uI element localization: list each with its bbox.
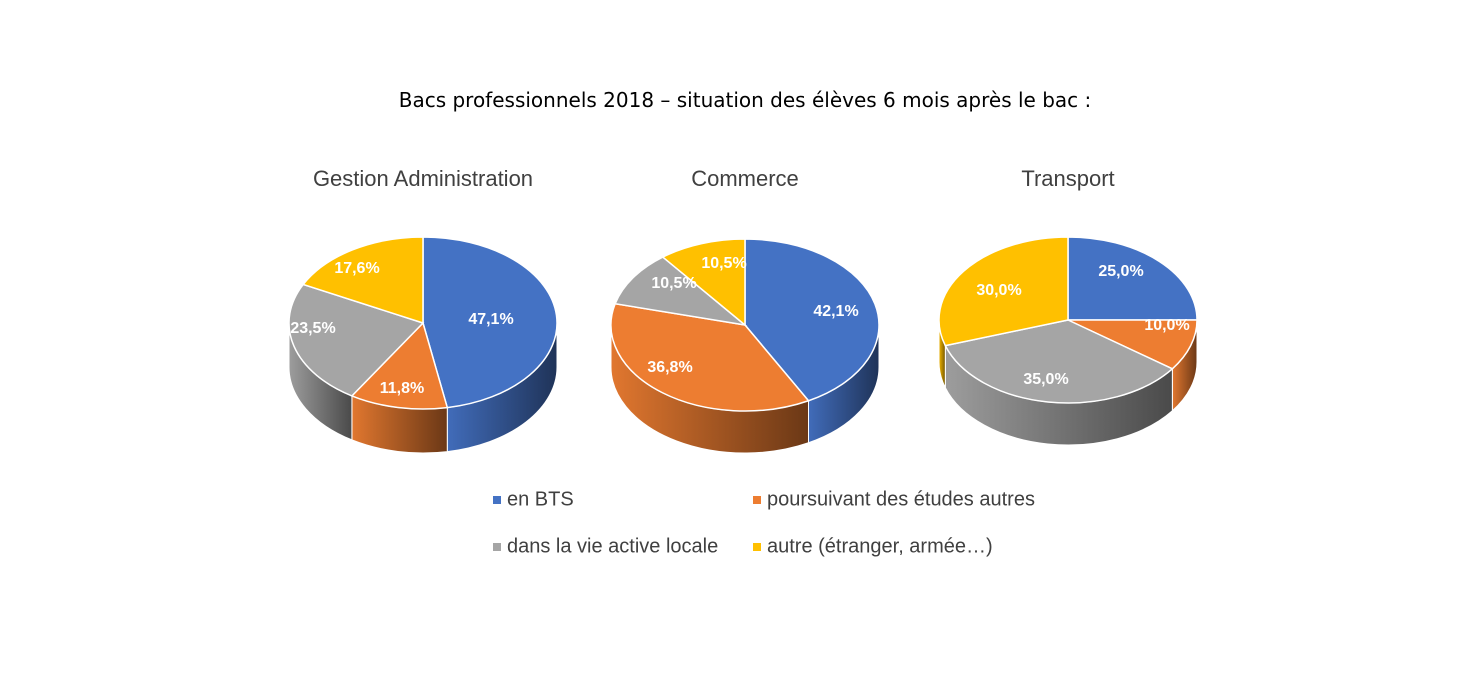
pie-chart-title: Gestion Administration xyxy=(313,166,533,191)
pie-chart-2: 25,0% 10,0% 35,0% 30,0% Transport xyxy=(938,166,1198,446)
slice-value-label: 17,6% xyxy=(334,260,379,277)
pie-chart-title: Commerce xyxy=(691,166,799,191)
legend-swatch xyxy=(753,496,761,504)
pie-top xyxy=(938,236,1198,404)
pie-slice-2 xyxy=(614,256,748,327)
legend-label: en BTS xyxy=(507,488,574,510)
slice-value-label: 10,5% xyxy=(651,275,696,292)
slice-value-label: 11,8% xyxy=(380,380,424,397)
slice-value-label: 36,8% xyxy=(647,359,692,376)
pie-slice-3 xyxy=(661,238,746,327)
pie-slice-1 xyxy=(1067,319,1198,370)
slice-value-label: 42,1% xyxy=(813,303,858,320)
pie-slice-2 xyxy=(944,319,1174,404)
slice-value-label: 25,0% xyxy=(1098,263,1143,280)
legend-item: autre (étranger, armée…) xyxy=(753,535,993,557)
pie-slice-3 xyxy=(938,236,1069,347)
pie-slice-1 xyxy=(350,321,449,410)
pie-slice-0 xyxy=(422,236,558,409)
pie-chart-0: 47,1% 11,8% 23,5% 17,6% Gestion Administrati… xyxy=(288,166,558,454)
slice-value-label: 23,5% xyxy=(290,320,335,337)
slice-value-label: 35,0% xyxy=(1023,371,1068,388)
legend-item: poursuivant des études autres xyxy=(753,488,1035,510)
legend-label: dans la vie active locale xyxy=(507,535,718,557)
legend-swatch xyxy=(493,496,501,504)
slice-value-label: 10,5% xyxy=(701,255,746,272)
legend-label: poursuivant des études autres xyxy=(767,488,1035,510)
slice-value-label: 30,0% xyxy=(976,282,1021,299)
pie-slice-1 xyxy=(610,302,810,412)
pie-top xyxy=(610,238,880,412)
legend-swatch xyxy=(753,543,761,551)
legend-item: dans la vie active locale xyxy=(493,535,718,557)
pie-slice-0 xyxy=(744,238,880,402)
legend: en BTS poursuivant des études autres dans … xyxy=(493,488,1035,557)
slice-value-label: 47,1% xyxy=(468,311,513,328)
pie-chart-title: Transport xyxy=(1021,166,1114,191)
pie-side-walls xyxy=(288,322,558,454)
legend-swatch xyxy=(493,543,501,551)
pie-top xyxy=(288,236,558,410)
pie-slice-0 xyxy=(1067,236,1198,321)
pie-chart-1: 42,1% 36,8% 10,5% 10,5% Commerce xyxy=(610,166,880,454)
chart-main-title: Bacs professionnels 2018 – situation des… xyxy=(398,88,1092,112)
legend-label: autre (étranger, armée…) xyxy=(767,535,993,557)
pie-slice-3 xyxy=(301,236,424,325)
slice-value-label: 10,0% xyxy=(1144,317,1189,334)
legend-item: en BTS xyxy=(493,488,574,510)
